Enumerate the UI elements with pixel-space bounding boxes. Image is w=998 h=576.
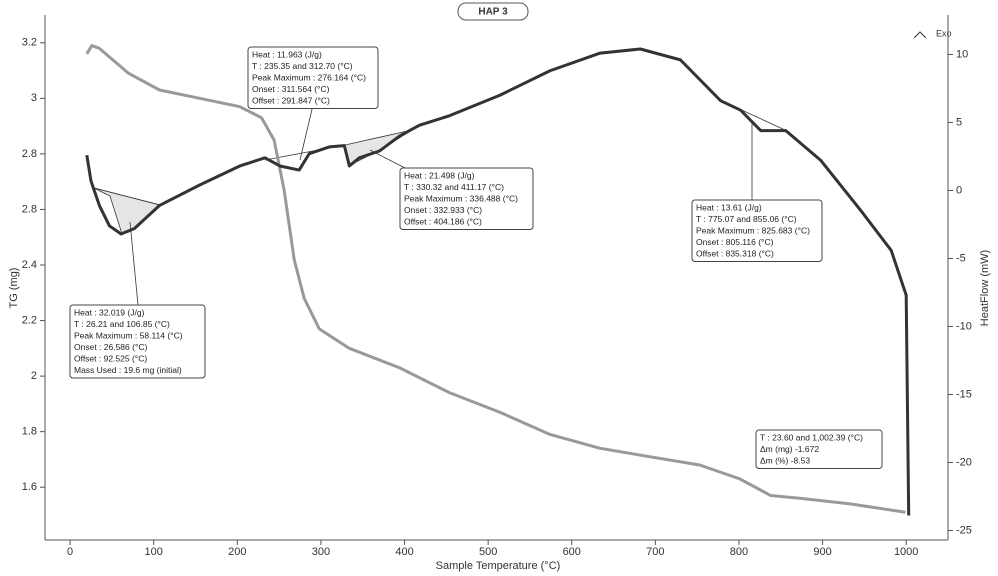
annotation: Heat : 21.498 (J/g) T : 330.32 and 411.17… bbox=[399, 167, 534, 230]
x-tick-label: 400 bbox=[395, 546, 413, 558]
y2-tick-label: -5 bbox=[956, 252, 966, 264]
y-tick-label: 2.2 bbox=[22, 314, 37, 326]
y2-tick-label: 10 bbox=[956, 48, 968, 60]
y-tick-label: 1.6 bbox=[22, 481, 37, 493]
annotation-text: T : 26.21 and 106.85 (°C) bbox=[74, 319, 170, 329]
y-tick-label: 2.8 bbox=[22, 148, 37, 160]
y2-tick-label: -15 bbox=[956, 388, 972, 400]
x-tick-label: 300 bbox=[312, 546, 330, 558]
annotation: Heat : 13.61 (J/g) T : 775.07 and 855.06 … bbox=[691, 199, 823, 262]
annotation-text: Peak Maximum : 58.114 (°C) bbox=[74, 330, 183, 340]
x-tick-label: 1000 bbox=[894, 546, 918, 558]
y2-tick-label: 0 bbox=[956, 184, 962, 196]
annotation-text: Peak Maximum : 276.164 (°C) bbox=[252, 72, 366, 82]
series-line bbox=[85, 44, 906, 514]
y-tick-label: 2.8 bbox=[22, 203, 37, 215]
y-tick-label: 3.2 bbox=[22, 37, 37, 49]
annotation-text: Onset : 26.586 (°C) bbox=[74, 342, 147, 352]
annotation-text: Heat : 32.019 (J/g) bbox=[74, 307, 145, 317]
annotation-text: Peak Maximum : 336.488 (°C) bbox=[404, 193, 518, 203]
annotation-text: Offset : 835.318 (°C) bbox=[696, 248, 774, 258]
annotation-text: Mass Used : 19.6 mg (initial) bbox=[74, 365, 182, 375]
chart-title: HAP 3 bbox=[478, 7, 508, 18]
annotation-text: Peak Maximum : 825.683 (°C) bbox=[696, 225, 810, 235]
annotation-box bbox=[399, 167, 534, 230]
y-tick-label: 2 bbox=[31, 370, 37, 382]
exo-label: Exo bbox=[936, 28, 952, 38]
leader bbox=[299, 104, 314, 161]
annotation-text: T : 23.60 and 1,002.39 (°C) bbox=[760, 432, 863, 442]
annotation-text: Heat : 21.498 (J/g) bbox=[404, 170, 475, 180]
x-tick-label: 900 bbox=[813, 546, 831, 558]
x-tick-label: 600 bbox=[563, 546, 581, 558]
y-tick-label: 3 bbox=[31, 92, 37, 104]
baseline bbox=[93, 187, 161, 206]
annotation-text: T : 330.32 and 411.17 (°C) bbox=[404, 182, 504, 192]
annotation-text: T : 775.07 and 855.06 (°C) bbox=[696, 214, 797, 224]
peak-area bbox=[93, 187, 161, 235]
annotation: Heat : 32.019 (J/g) T : 26.21 and 106.85 … bbox=[69, 304, 206, 379]
annotation: Heat : 11.963 (J/g) T : 235.35 and 312.70… bbox=[247, 46, 379, 109]
annotation-box bbox=[247, 46, 379, 109]
y-tick-label: 2.4 bbox=[22, 259, 37, 271]
annotation-text: T : 235.35 and 312.70 (°C) bbox=[252, 61, 353, 71]
annotation-text: Offset : 291.847 (°C) bbox=[252, 95, 330, 105]
x-tick-label: 800 bbox=[730, 546, 748, 558]
x-tick-label: 200 bbox=[228, 546, 246, 558]
y2-tick-label: 5 bbox=[956, 116, 962, 128]
y-axis-label: TG (mg) bbox=[8, 268, 20, 309]
y2-axis-label: HeatFlow (mW) bbox=[979, 250, 991, 326]
annotation-text: Offset : 92.525 (°C) bbox=[74, 353, 147, 363]
annotation-text: Onset : 311.564 (°C) bbox=[252, 84, 330, 94]
annotation-text: Onset : 805.116 (°C) bbox=[696, 237, 774, 247]
x-tick-label: 700 bbox=[646, 546, 664, 558]
annotation-box bbox=[691, 199, 823, 262]
annotation-text: Onset : 332.933 (°C) bbox=[404, 205, 482, 215]
exo-arrow bbox=[913, 31, 927, 39]
annotation-text: Heat : 13.61 (J/g) bbox=[696, 202, 762, 212]
series-line bbox=[85, 47, 911, 516]
annotation-text: Δm (mg) -1.672 bbox=[760, 444, 819, 454]
annotation-text: Heat : 11.963 (J/g) bbox=[252, 49, 322, 59]
annotation: T : 23.60 and 1,002.39 (°C) Δm (mg) -1.67… bbox=[755, 429, 883, 469]
y-tick-label: 1.8 bbox=[22, 426, 37, 438]
y2-tick-label: -10 bbox=[956, 320, 972, 332]
leader bbox=[129, 221, 139, 306]
x-tick-label: 500 bbox=[479, 546, 497, 558]
y2-tick-label: -20 bbox=[956, 456, 972, 468]
annotation-box bbox=[69, 304, 206, 379]
x-tick-label: 100 bbox=[145, 546, 163, 558]
x-tick-label: 0 bbox=[67, 546, 73, 558]
annotation-text: Offset : 404.186 (°C) bbox=[404, 216, 482, 226]
y2-tick-label: -25 bbox=[956, 524, 972, 536]
annotation-text: Δm (%) -8.53 bbox=[760, 455, 810, 465]
title-frame bbox=[457, 2, 529, 21]
x-axis-label: Sample Temperature (°C) bbox=[436, 560, 561, 572]
annotation-box bbox=[755, 429, 883, 469]
